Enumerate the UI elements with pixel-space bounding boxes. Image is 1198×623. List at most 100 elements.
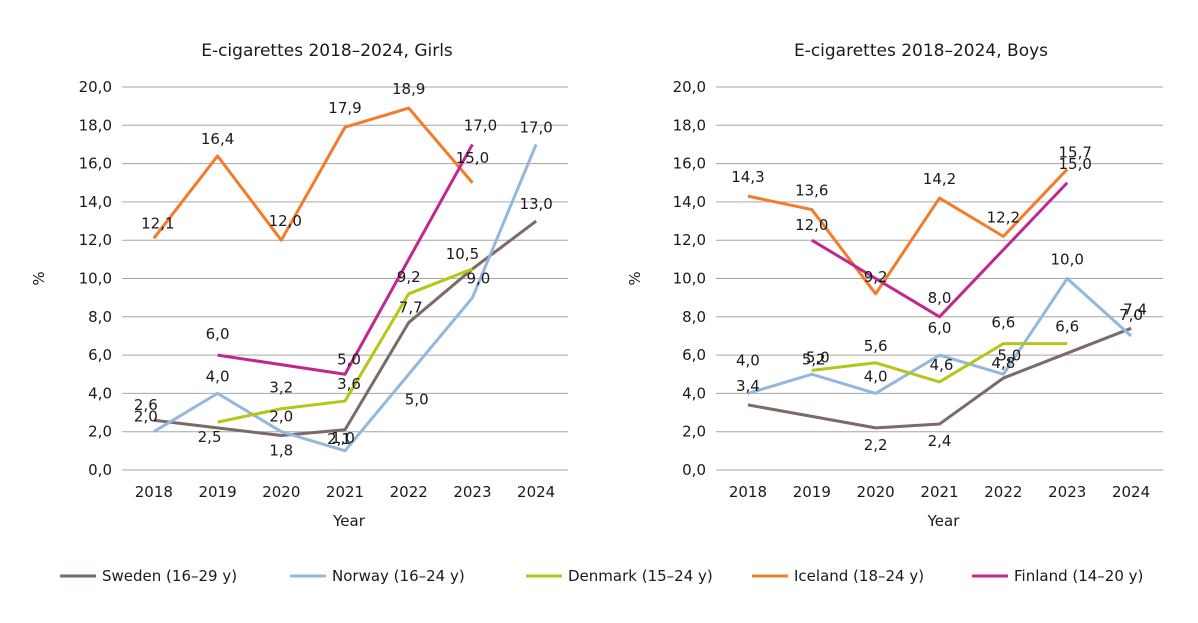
series-line-norway	[153, 143, 538, 453]
series-line-denmark	[811, 342, 1068, 384]
data-label-iceland: 17,9	[328, 99, 361, 117]
data-label-finland: 15,0	[1059, 155, 1092, 173]
data-label-sweden: 13,0	[519, 195, 552, 213]
data-label-sweden: 4,8	[991, 354, 1015, 372]
x-tick-label: 2023	[1048, 483, 1086, 501]
data-label-norway: 5,0	[405, 390, 429, 408]
data-label-norway: 1,0	[331, 429, 355, 447]
data-label-sweden: 7,7	[399, 299, 423, 317]
x-tick-label: 2024	[517, 483, 555, 501]
y-tick-label: 6,0	[682, 346, 706, 364]
data-label-norway: 6,0	[928, 319, 952, 337]
y-tick-label: 12,0	[673, 231, 706, 249]
data-label-iceland: 16,4	[201, 130, 234, 148]
data-label-norway: 5,0	[997, 346, 1021, 364]
data-label-sweden: 2,2	[864, 436, 888, 454]
y-tick-label: 10,0	[673, 270, 706, 288]
x-axis-label: Year	[927, 512, 961, 530]
data-label-denmark: 3,6	[337, 375, 361, 393]
data-label-iceland: 13,6	[795, 182, 828, 200]
data-label-sweden: 2,4	[928, 432, 952, 450]
y-tick-label: 0,0	[88, 461, 112, 479]
data-label-norway: 4,0	[206, 367, 230, 385]
x-axis-label: Year	[332, 512, 366, 530]
data-label-iceland: 15,0	[456, 149, 489, 167]
y-tick-label: 2,0	[88, 423, 112, 441]
data-label-norway: 4,0	[864, 367, 888, 385]
y-axis-label: %	[626, 271, 644, 285]
series-line-iceland	[152, 106, 474, 242]
y-tick-label: 2,0	[682, 423, 706, 441]
data-label-denmark: 2,5	[198, 428, 222, 446]
series-line-iceland	[747, 168, 1069, 296]
x-tick-label: 2022	[984, 483, 1022, 501]
x-tick-label: 2024	[1112, 483, 1150, 501]
data-label-sweden: 2,1	[327, 430, 351, 448]
data-label-sweden: 2,6	[134, 396, 158, 414]
data-label-norway: 4,0	[736, 351, 760, 369]
data-label-denmark: 6,6	[1055, 318, 1079, 336]
data-label-iceland: 12,0	[269, 212, 302, 230]
x-tick-label: 2018	[135, 483, 173, 501]
data-label-finland: 6,0	[206, 325, 230, 343]
legend-label: Norway (16–24 y)	[332, 567, 465, 585]
y-tick-label: 18,0	[673, 116, 706, 134]
data-label-iceland: 18,9	[392, 80, 425, 98]
data-label-norway: 9,0	[466, 270, 490, 288]
series-line-denmark	[217, 267, 473, 424]
legend-label: Sweden (16–29 y)	[102, 567, 237, 585]
legend-label: Iceland (18–24 y)	[794, 567, 924, 585]
data-label-denmark: 9,2	[397, 268, 421, 286]
y-tick-label: 18,0	[79, 116, 112, 134]
y-axis-label: %	[30, 271, 48, 285]
y-tick-label: 20,0	[79, 78, 112, 96]
data-label-denmark: 5,2	[802, 350, 826, 368]
x-tick-label: 2020	[857, 483, 895, 501]
data-label-finland: 8,0	[928, 289, 952, 307]
x-tick-label: 2020	[262, 483, 300, 501]
data-label-norway: 17,0	[519, 118, 552, 136]
data-label-denmark: 5,6	[864, 337, 888, 355]
series-line-norway	[747, 277, 1133, 395]
y-tick-label: 6,0	[88, 346, 112, 364]
data-label-denmark: 3,2	[269, 379, 293, 397]
x-tick-label: 2023	[453, 483, 491, 501]
y-tick-label: 4,0	[682, 384, 706, 402]
y-tick-label: 4,0	[88, 384, 112, 402]
data-label-denmark: 6,6	[991, 314, 1015, 332]
x-tick-label: 2019	[793, 483, 831, 501]
chart-title: E-cigarettes 2018–2024, Girls	[201, 41, 453, 61]
data-label-iceland: 9,2	[864, 268, 888, 286]
y-tick-label: 16,0	[673, 155, 706, 173]
data-label-iceland: 14,3	[731, 168, 764, 186]
data-label-finland: 17,0	[464, 116, 497, 134]
x-tick-label: 2021	[326, 483, 364, 501]
y-tick-label: 8,0	[88, 308, 112, 326]
data-label-norway: 10,0	[1051, 251, 1084, 269]
data-label-iceland: 14,2	[923, 170, 956, 188]
data-label-sweden: 3,4	[736, 377, 760, 395]
y-tick-label: 8,0	[682, 308, 706, 326]
data-label-norway: 2,0	[269, 408, 293, 426]
x-tick-label: 2021	[920, 483, 958, 501]
chart-title: E-cigarettes 2018–2024, Boys	[794, 41, 1048, 61]
y-tick-label: 0,0	[682, 461, 706, 479]
series-line-sweden	[747, 326, 1132, 430]
data-label-finland: 12,0	[795, 216, 828, 234]
y-tick-label: 10,0	[79, 270, 112, 288]
data-label-finland: 5,0	[337, 350, 361, 368]
y-tick-label: 14,0	[673, 193, 706, 211]
x-tick-label: 2018	[729, 483, 767, 501]
data-label-sweden: 7,4	[1123, 300, 1147, 318]
data-label-sweden: 10,5	[446, 245, 479, 263]
data-label-iceland: 15,7	[1059, 143, 1092, 161]
data-label-iceland: 12,1	[141, 214, 174, 232]
data-label-denmark: 4,6	[930, 356, 954, 374]
data-label-sweden: 1,8	[269, 442, 293, 460]
y-tick-label: 12,0	[79, 231, 112, 249]
series-line-finland	[217, 143, 474, 376]
y-tick-label: 14,0	[79, 193, 112, 211]
series-line-finland	[811, 181, 1069, 319]
